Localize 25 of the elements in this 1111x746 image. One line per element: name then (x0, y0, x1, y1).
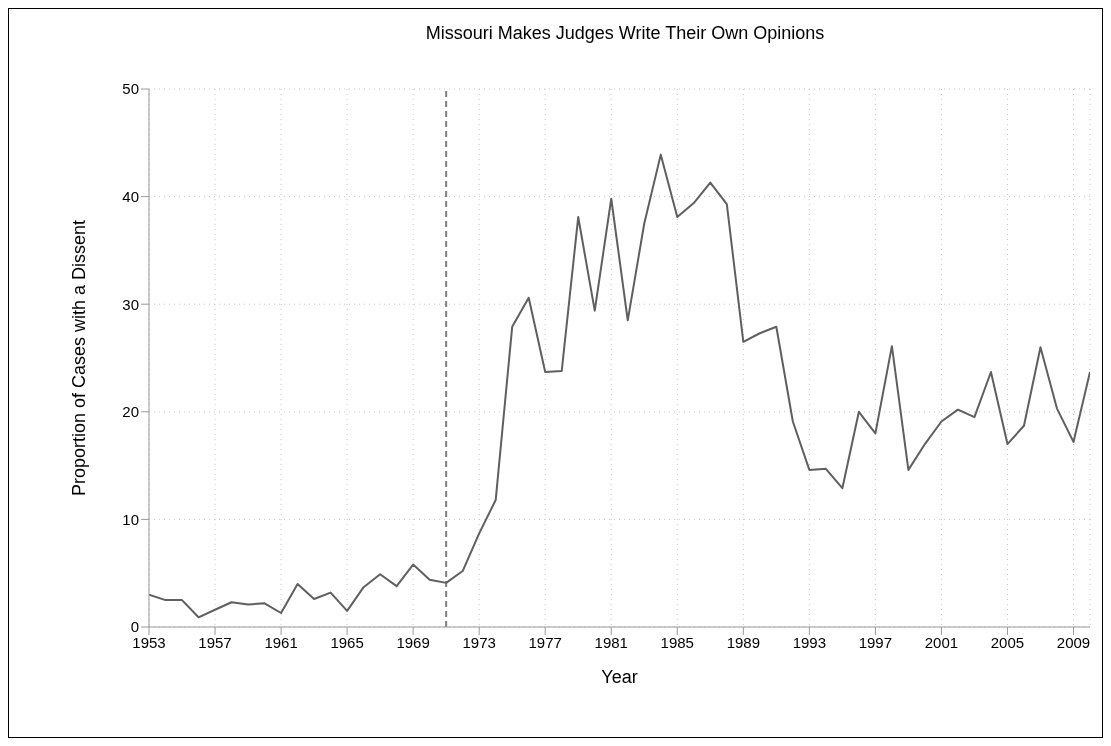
x-tick-label: 1969 (396, 633, 430, 651)
x-tick-label: 1965 (330, 633, 364, 651)
x-tick-label: 1977 (528, 633, 562, 651)
x-tick-label: 2001 (924, 633, 959, 651)
chart-title: Missouri Makes Judges Write Their Own Opinions (424, 23, 826, 44)
x-tick-label: 2009 (1056, 633, 1091, 651)
x-tick-label: 1989 (726, 633, 760, 651)
line-series (149, 153, 1090, 619)
y-tick-label: 10 (122, 510, 139, 528)
x-tick-label: 1985 (660, 633, 694, 651)
y-tick-label: 0 (130, 618, 139, 636)
x-tick-label: 1997 (858, 633, 893, 651)
x-tick-label: 1993 (792, 633, 827, 651)
y-tick-label: 40 (122, 187, 139, 205)
x-tick-label: 1953 (132, 633, 166, 651)
x-tick-label: 1981 (594, 633, 628, 651)
y-tick-label: 30 (122, 295, 139, 313)
y-axis-title: Proportion of Cases with a Dissent (69, 219, 90, 497)
x-tick-label: 2005 (990, 633, 1025, 651)
x-tick-label: 1957 (198, 633, 232, 651)
y-tick-label: 20 (122, 403, 139, 421)
x-tick-label: 1973 (462, 633, 496, 651)
x-tick-label: 1961 (264, 633, 298, 651)
y-tick-label: 50 (122, 80, 139, 98)
x-axis-title: Year (601, 667, 638, 687)
